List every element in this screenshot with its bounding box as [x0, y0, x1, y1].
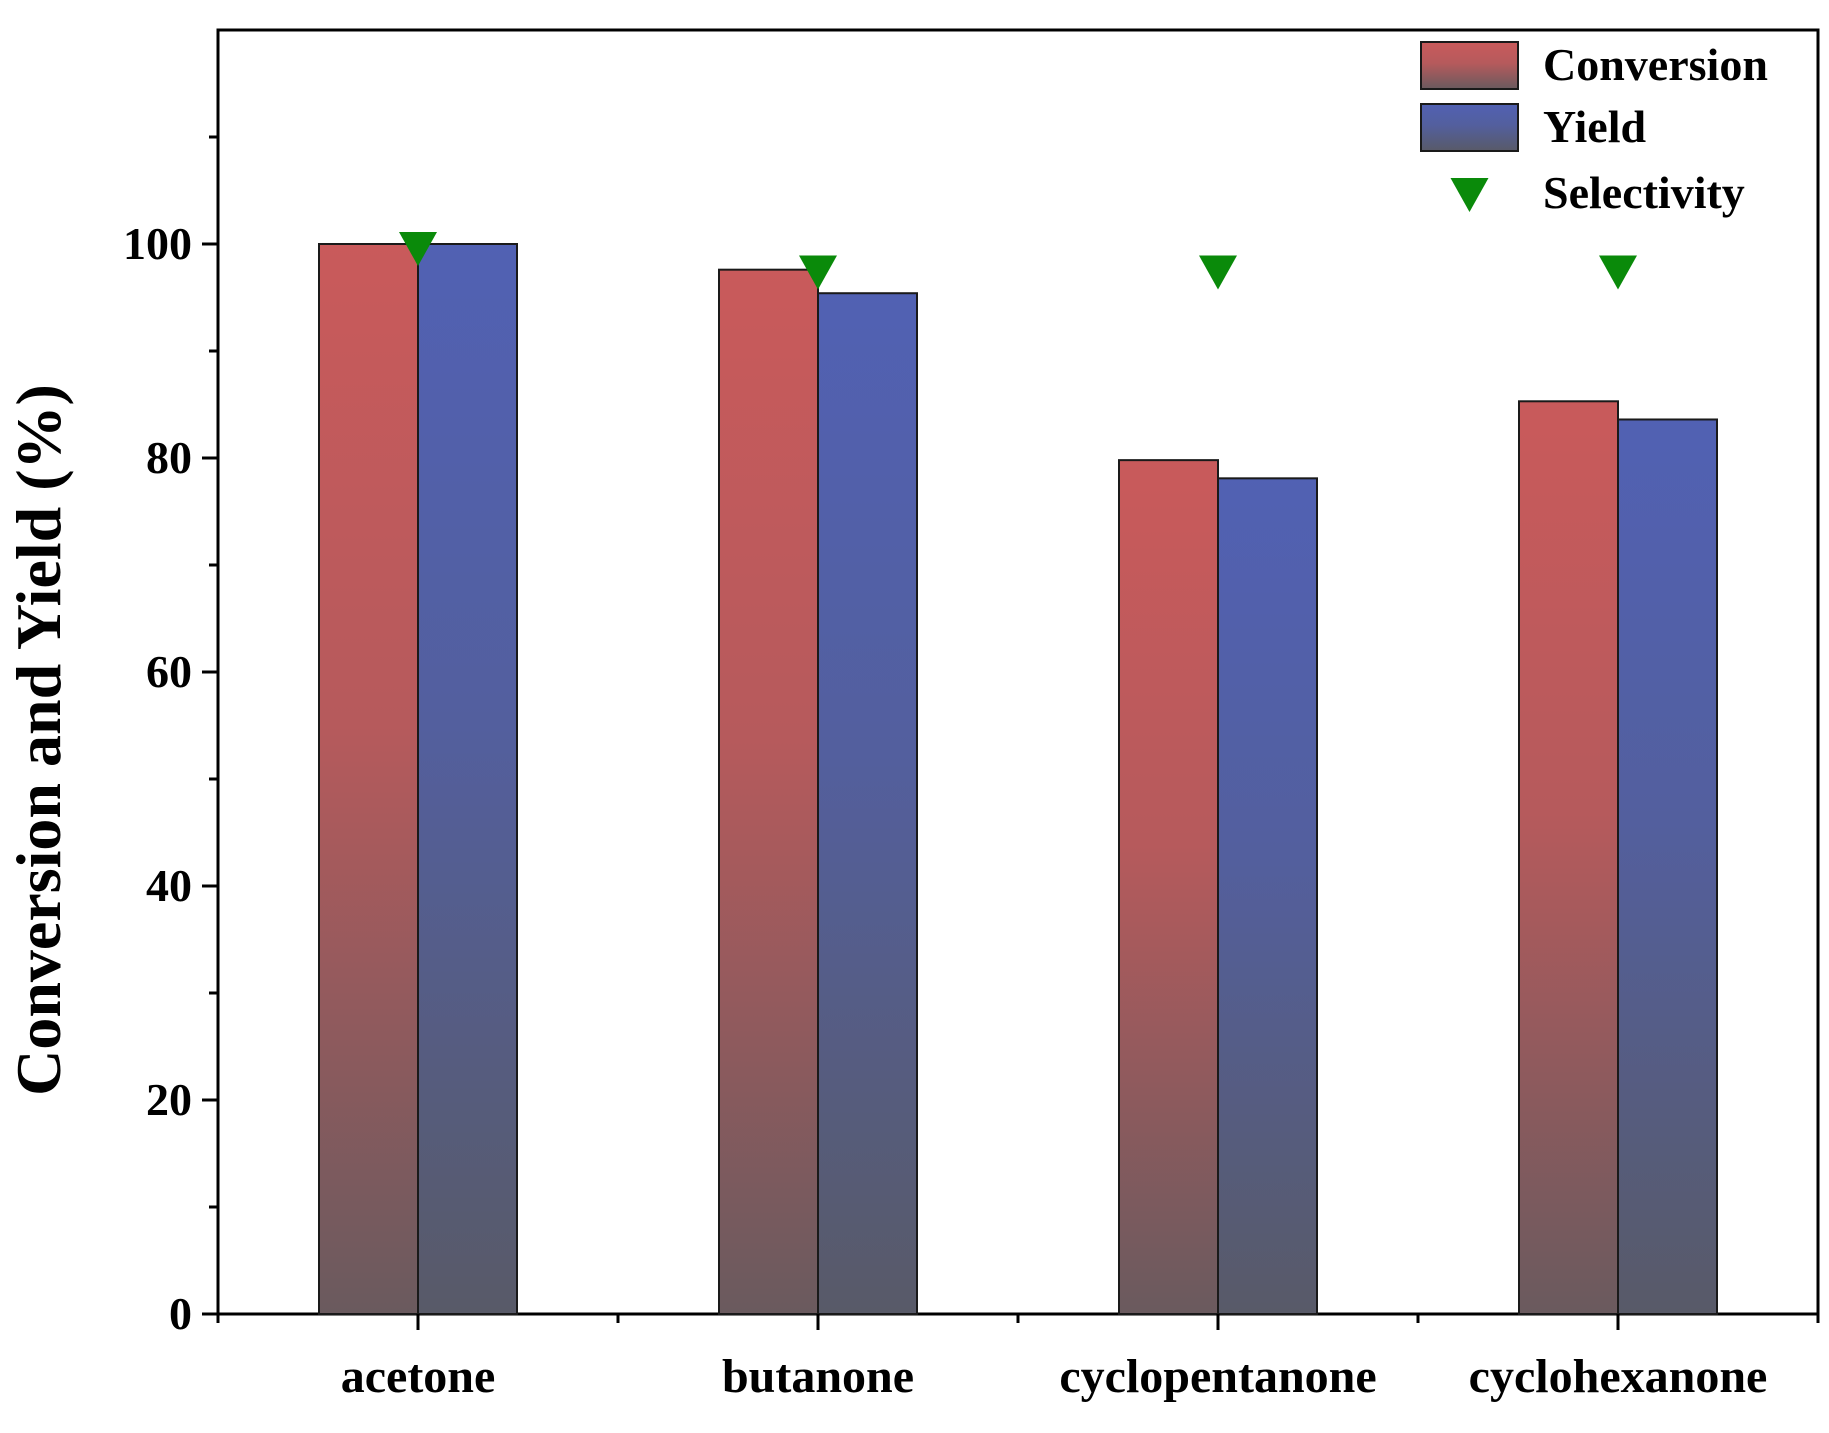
bar-yield-butanone	[817, 292, 918, 1316]
y-tick-label: 40	[146, 860, 192, 911]
bar-conversion-butanone	[718, 268, 819, 1315]
x-tick-label-acetone: acetone	[341, 1350, 496, 1403]
legend-label-selectivity: Selectivity	[1543, 167, 1745, 218]
legend-marker-selectivity	[1450, 178, 1489, 212]
bar-conversion-cyclohexanone	[1518, 400, 1619, 1316]
y-tick-label: 80	[146, 432, 192, 483]
legend-swatch-yield	[1420, 103, 1519, 152]
y-tick-label: 60	[146, 646, 192, 697]
marker-selectivity-butanone	[799, 255, 837, 290]
x-tick-label-cyclohexanone: cyclohexanone	[1469, 1350, 1768, 1403]
y-tick-label: 0	[169, 1288, 192, 1339]
legend: Conversion Yield Selectivity	[1420, 39, 1768, 218]
legend-swatch-conversion	[1420, 41, 1519, 90]
bar-yield-cyclohexanone	[1617, 418, 1718, 1316]
legend-label-yield: Yield	[1543, 101, 1646, 152]
bar-conversion-cyclopentanone	[1118, 459, 1219, 1315]
y-axis-title: Conversion and Yield (%)	[3, 384, 74, 1096]
bar-yield-cyclopentanone	[1217, 477, 1318, 1315]
marker-selectivity-acetone	[399, 232, 437, 266]
legend-label-conversion: Conversion	[1543, 39, 1768, 90]
bar-conversion-acetone	[318, 243, 419, 1315]
y-tick-label: 100	[123, 218, 192, 269]
marker-selectivity-cyclopentanone	[1199, 255, 1237, 290]
x-tick-label-cyclopentanone: cyclopentanone	[1059, 1350, 1376, 1403]
bar-yield-acetone	[417, 243, 518, 1315]
y-tick-label: 20	[146, 1074, 192, 1125]
x-tick-label-butanone: butanone	[722, 1350, 914, 1403]
marker-selectivity-cyclohexanone	[1599, 255, 1637, 290]
